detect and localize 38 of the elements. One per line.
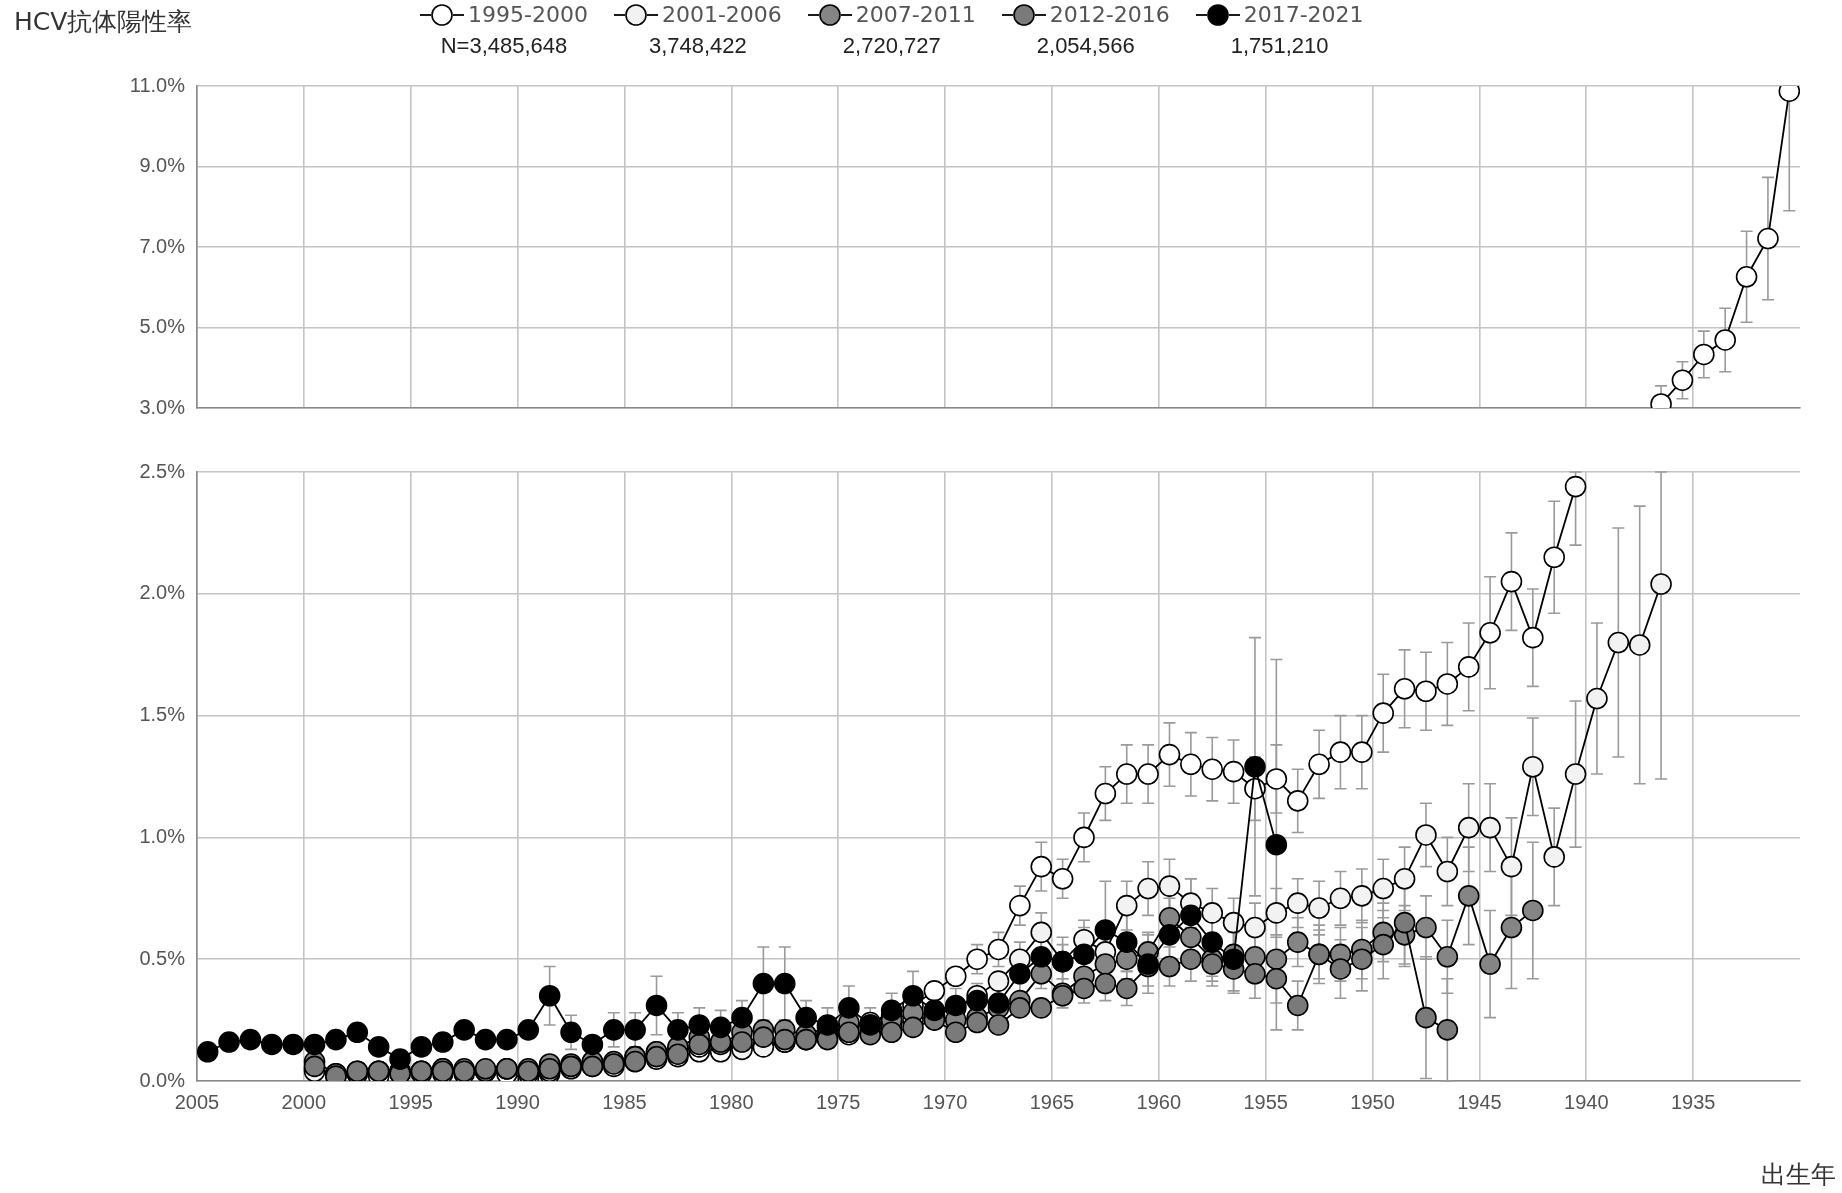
y-axis-title: HCV抗体陽性率 — [14, 6, 193, 38]
text: 1,751,210 — [1230, 33, 1329, 59]
legend-label: 2017-2021 — [1243, 2, 1364, 27]
x-tick-label: 1945 — [1457, 1090, 1502, 1113]
x-tick-label: 1960 — [1136, 1090, 1182, 1113]
x-tick-label: 1935 — [1670, 1090, 1716, 1113]
x-tick-label: 2000 — [281, 1090, 327, 1113]
y-tick-label: 2.5% — [139, 459, 186, 482]
y-tick-label: 1.0% — [139, 824, 186, 847]
x-tick-label: 1990 — [495, 1090, 540, 1113]
x-tick-label: 1965 — [1029, 1090, 1075, 1113]
legend-label: 2007-2011 — [855, 2, 976, 27]
x-tick-label: 1950 — [1350, 1090, 1395, 1113]
x-tick-label: 1995 — [388, 1090, 433, 1113]
legend-label: 2001-2006 — [661, 2, 782, 27]
y-tick-label: 7.0% — [139, 234, 186, 257]
x-tick-label: 1975 — [815, 1090, 861, 1113]
y-tick-label: 9.0% — [139, 154, 186, 177]
y-tick-label: 11.0% — [129, 73, 186, 96]
text: 2,720,727 — [842, 33, 941, 59]
y-tick-label: 5.0% — [139, 315, 186, 338]
y-tick-label: 0.5% — [139, 946, 186, 969]
text: N=3,485,648 — [440, 33, 568, 59]
x-tick-label: 1970 — [922, 1090, 968, 1113]
y-tick-label: 3.0% — [139, 395, 186, 418]
x-axis-title: 出生年 — [1761, 1159, 1836, 1191]
text: 3,748,422 — [648, 33, 747, 59]
x-tick-label: 1985 — [602, 1090, 647, 1113]
legend-label: 1995-2000 — [468, 2, 588, 27]
y-tick-label: 0.0% — [139, 1068, 186, 1091]
y-tick-label: 2.0% — [139, 581, 186, 604]
x-tick-label: 1955 — [1243, 1090, 1288, 1113]
x-tick-label: 2005 — [174, 1090, 220, 1113]
x-tick-label: 1980 — [709, 1090, 754, 1113]
text: 2,054,566 — [1036, 33, 1135, 59]
legend-label: 2012-2016 — [1049, 2, 1170, 27]
x-tick-label: 1940 — [1564, 1090, 1609, 1113]
y-tick-label: 1.5% — [139, 703, 186, 726]
